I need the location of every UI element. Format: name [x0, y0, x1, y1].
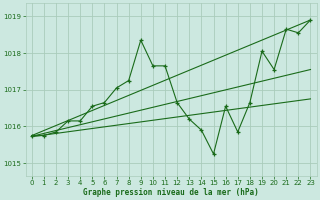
X-axis label: Graphe pression niveau de la mer (hPa): Graphe pression niveau de la mer (hPa) — [83, 188, 259, 197]
